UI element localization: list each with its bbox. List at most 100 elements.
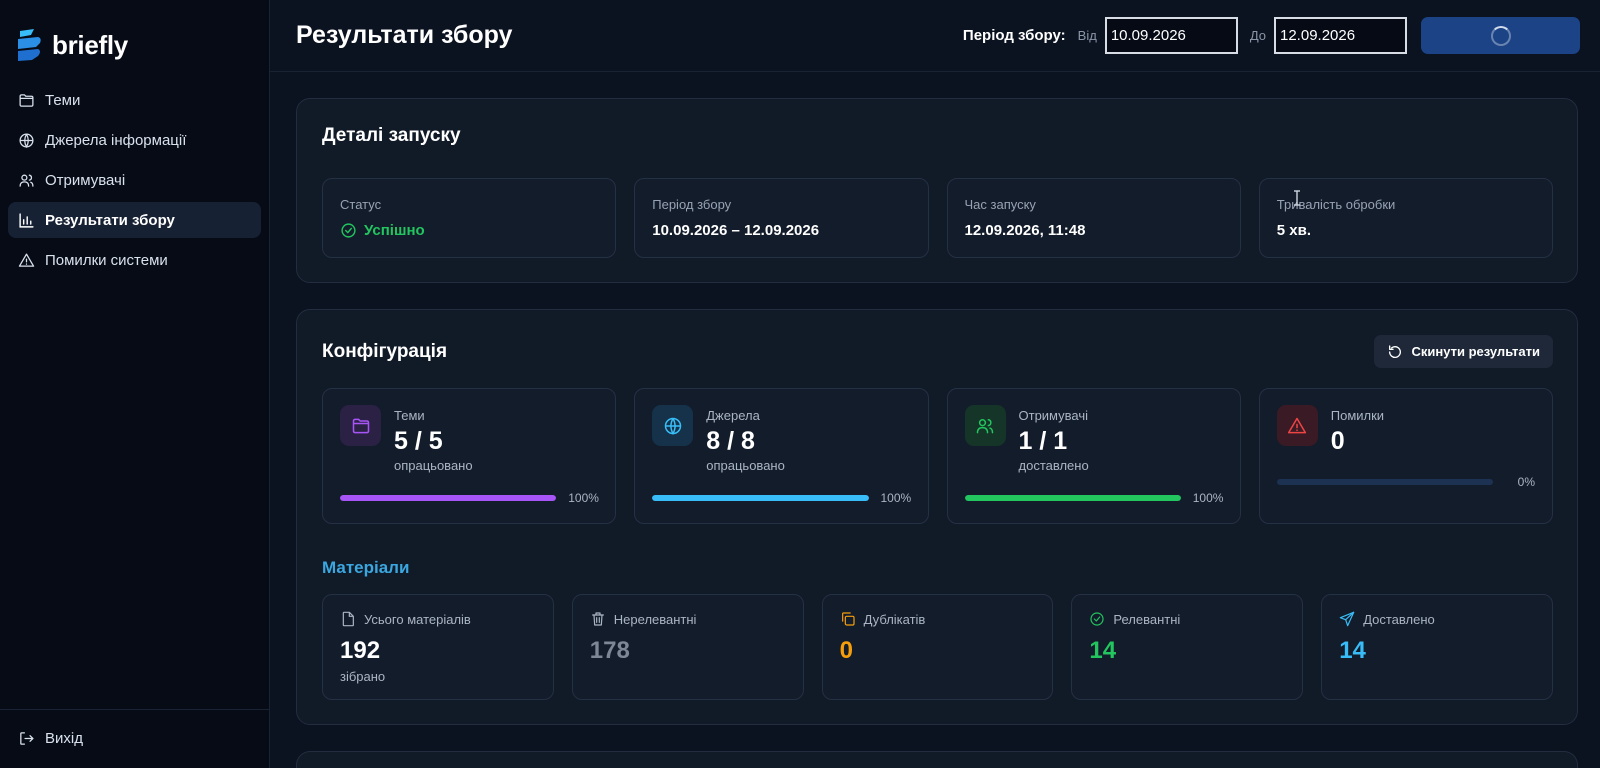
bar-chart-icon	[19, 212, 34, 228]
status-label: Статус	[340, 197, 382, 212]
app-logo[interactable]: briefly	[0, 0, 269, 72]
sidebar-item-errors[interactable]: Помилки системи	[8, 242, 261, 278]
stat-sources-value: 8 / 8	[706, 427, 755, 455]
sidebar-item-results[interactable]: Результати збору	[8, 202, 261, 238]
stat-topics: Теми 5 / 5 опрацьовано 100%	[322, 388, 617, 524]
trash-icon	[591, 612, 604, 626]
users-icon	[976, 418, 994, 433]
stat-errors-value: 0	[1330, 427, 1345, 455]
progress-percent: 0%	[1517, 475, 1535, 489]
materials-grid: Усього матеріалів 192 зібрано Нерелевант…	[322, 594, 1553, 700]
progress-track	[1276, 479, 1493, 485]
progress-fill	[340, 495, 557, 501]
logout-label: Вихід	[45, 729, 83, 747]
sidebar: briefly Теми Джерела інформації Отримува…	[0, 0, 270, 768]
material-relevant: Релевантні 14	[1071, 594, 1304, 700]
progress-track	[652, 495, 869, 501]
to-date-input[interactable]	[1274, 17, 1407, 54]
reset-results-label: Скинути результати	[1411, 344, 1540, 359]
material-duplicates: Дублікатів 0	[821, 594, 1054, 700]
progress-percent: 100%	[1192, 491, 1224, 505]
stat-sources: Джерела 8 / 8 опрацьовано 100%	[634, 388, 929, 524]
material-label: Дублікатів	[863, 611, 926, 627]
configuration-card: Конфігурація Скинути результати	[296, 309, 1578, 725]
sidebar-item-label: Теми	[45, 91, 81, 109]
main-content: Результати збору Період збору: Від До Де…	[270, 0, 1600, 768]
configuration-header: Конфігурація Скинути результати	[322, 335, 1553, 368]
start-time-label: Час запуску	[964, 197, 1036, 212]
progress-fill	[964, 495, 1181, 501]
run-details-grid: Статус Успішно Період збору 10.09.2026 –…	[322, 178, 1553, 258]
status-box: Статус Успішно	[322, 178, 617, 258]
stat-errors-icon-box	[1276, 405, 1318, 446]
material-label: Нерелевантні	[613, 611, 697, 627]
stat-sources-sub: опрацьовано	[706, 458, 785, 473]
config-stats-grid: Теми 5 / 5 опрацьовано 100%	[322, 388, 1553, 524]
stat-errors: Помилки 0 0%	[1258, 388, 1553, 524]
stat-recipients-sub: доставлено	[1018, 458, 1089, 473]
stat-recipients: Отримувачі 1 / 1 доставлено 100%	[946, 388, 1241, 524]
material-total: Усього матеріалів 192 зібрано	[322, 594, 554, 700]
loading-spinner-icon	[1490, 25, 1511, 46]
briefly-logo-icon	[18, 29, 41, 61]
stat-errors-label: Помилки	[1330, 408, 1385, 423]
configuration-title: Конфігурація	[322, 340, 448, 362]
content-area: Деталі запуску Статус Успішно Період збо…	[270, 72, 1600, 768]
collection-period-value: 10.09.2026 – 12.09.2026	[652, 222, 820, 239]
stat-recipients-value: 1 / 1	[1018, 427, 1068, 455]
material-value: 14	[1089, 637, 1117, 664]
progress-fill	[652, 495, 869, 501]
start-time-box: Час запуску 12.09.2026, 11:48	[946, 178, 1241, 258]
material-irrelevant: Нерелевантні 178	[571, 594, 804, 700]
reset-results-button[interactable]: Скинути результати	[1374, 335, 1553, 368]
duration-label: Тривалість обробки	[1276, 197, 1396, 212]
stat-sources-progress: 100%	[652, 491, 911, 505]
page-title: Результати збору	[296, 21, 513, 49]
sidebar-item-label: Помилки системи	[45, 251, 168, 269]
to-label: До	[1249, 28, 1266, 43]
check-circle-icon	[341, 223, 356, 238]
logout-button[interactable]: Вихід	[8, 720, 261, 756]
run-collection-button[interactable]	[1421, 17, 1580, 54]
logout-icon	[20, 731, 34, 745]
page-header: Результати збору Період збору: Від До	[270, 0, 1600, 72]
status-value: Успішно	[340, 222, 598, 239]
stat-topics-value: 5 / 5	[394, 427, 443, 455]
sidebar-footer: Вихід	[0, 709, 269, 768]
period-label: Період збору:	[962, 27, 1066, 44]
material-label: Доставлено	[1363, 611, 1435, 627]
progress-percent: 100%	[568, 491, 599, 505]
warning-icon	[1288, 417, 1307, 433]
duration-value: 5 хв.	[1276, 222, 1311, 239]
globe-icon	[19, 132, 34, 148]
stat-topics-icon-box	[340, 405, 381, 446]
stat-sources-label: Джерела	[706, 408, 760, 423]
reset-icon	[1389, 344, 1402, 358]
next-card-edge	[296, 751, 1578, 768]
status-text: Успішно	[364, 222, 425, 239]
stat-topics-progress: 100%	[340, 491, 599, 505]
stat-recipients-progress: 100%	[964, 491, 1224, 505]
duration-box: Тривалість обробки 5 хв.	[1258, 178, 1553, 258]
sidebar-item-sources[interactable]: Джерела інформації	[8, 122, 261, 158]
sidebar-item-recipients[interactable]: Отримувачі	[8, 162, 261, 198]
material-sub: зібрано	[340, 669, 386, 684]
sidebar-item-label: Отримувачі	[45, 171, 126, 189]
material-label: Релевантні	[1113, 611, 1181, 627]
stat-recipients-icon-box	[964, 405, 1006, 446]
stat-topics-sub: опрацьовано	[394, 458, 473, 473]
copy-icon	[841, 612, 855, 626]
sidebar-item-label: Джерела інформації	[45, 131, 187, 149]
document-icon	[342, 611, 354, 627]
stat-recipients-label: Отримувачі	[1018, 408, 1089, 423]
from-date-input[interactable]	[1104, 17, 1238, 54]
text-cursor-icon	[1294, 190, 1300, 206]
stat-sources-icon-box	[652, 405, 694, 446]
start-time-value: 12.09.2026, 11:48	[964, 222, 1086, 239]
sidebar-item-topics[interactable]: Теми	[8, 82, 261, 118]
stat-topics-label: Теми	[394, 408, 425, 423]
materials-title: Матеріали	[322, 558, 410, 577]
warning-icon	[18, 252, 35, 267]
from-label: Від	[1077, 28, 1097, 43]
